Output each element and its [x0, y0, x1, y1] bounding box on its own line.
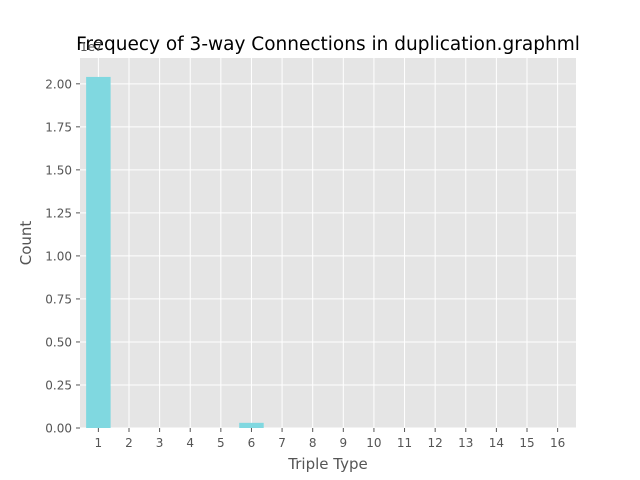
y-tick-label: 1.50: [45, 163, 72, 177]
x-tick-label: 6: [248, 436, 256, 450]
bar-1: [86, 76, 111, 428]
x-tick-label: 14: [489, 436, 504, 450]
x-tick-label: 1: [95, 436, 103, 450]
x-tick-label: 11: [397, 436, 412, 450]
y-offset-label: 1e7: [80, 40, 103, 54]
grid-layer: [80, 58, 576, 429]
y-tick-label: 1.75: [45, 120, 72, 134]
x-axis-label: Triple Type: [287, 455, 367, 473]
y-tick-label: 0.00: [45, 422, 72, 436]
plot-background: [80, 58, 576, 428]
x-tick-layer: 1 2 3 4 5 6 7 8 9 10 11 12 13 14 15 16: [95, 428, 565, 450]
y-axis-label: Count: [17, 221, 35, 266]
x-tick-label: 15: [519, 436, 534, 450]
x-tick-label: 13: [458, 436, 473, 450]
x-tick-label: 5: [217, 436, 225, 450]
x-tick-label: 16: [550, 436, 565, 450]
x-tick-label: 7: [278, 436, 286, 450]
y-tick-label: 1.00: [45, 249, 72, 263]
x-tick-label: 8: [309, 436, 317, 450]
y-tick-layer: 0.00 0.25 0.50 0.75 1.00 1.25 1.50 1.75 2.00: [45, 77, 80, 436]
y-tick-label: 0.50: [45, 335, 72, 349]
bar-layer: [86, 76, 264, 428]
x-tick-label: 4: [186, 436, 194, 450]
x-tick-label: 3: [156, 436, 164, 450]
x-tick-label: 9: [339, 436, 347, 450]
y-tick-label: 0.75: [45, 292, 72, 306]
y-tick-label: 1.25: [45, 206, 72, 220]
x-tick-label: 2: [125, 436, 133, 450]
x-tick-label: 10: [366, 436, 381, 450]
bar-6: [239, 422, 264, 428]
y-tick-label: 0.25: [45, 378, 72, 392]
y-tick-label: 2.00: [45, 77, 72, 91]
chart-title: Frequecy of 3-way Connections in duplica…: [76, 34, 580, 55]
x-tick-label: 12: [428, 436, 443, 450]
